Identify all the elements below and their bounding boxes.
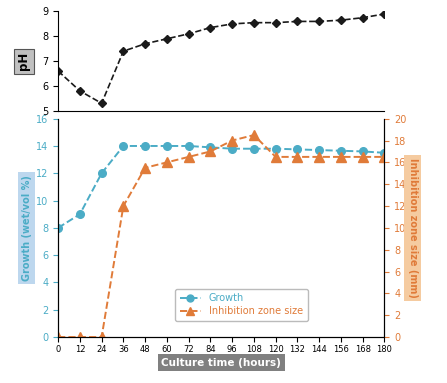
Text: pH: pH [17,52,30,70]
Y-axis label: Growth (wet/vol %): Growth (wet/vol %) [22,175,32,281]
Legend: Growth, Inhibition zone size: Growth, Inhibition zone size [175,289,308,321]
Y-axis label: Inhibition zone size (mm): Inhibition zone size (mm) [408,158,417,298]
X-axis label: Culture time (hours): Culture time (hours) [161,358,281,368]
